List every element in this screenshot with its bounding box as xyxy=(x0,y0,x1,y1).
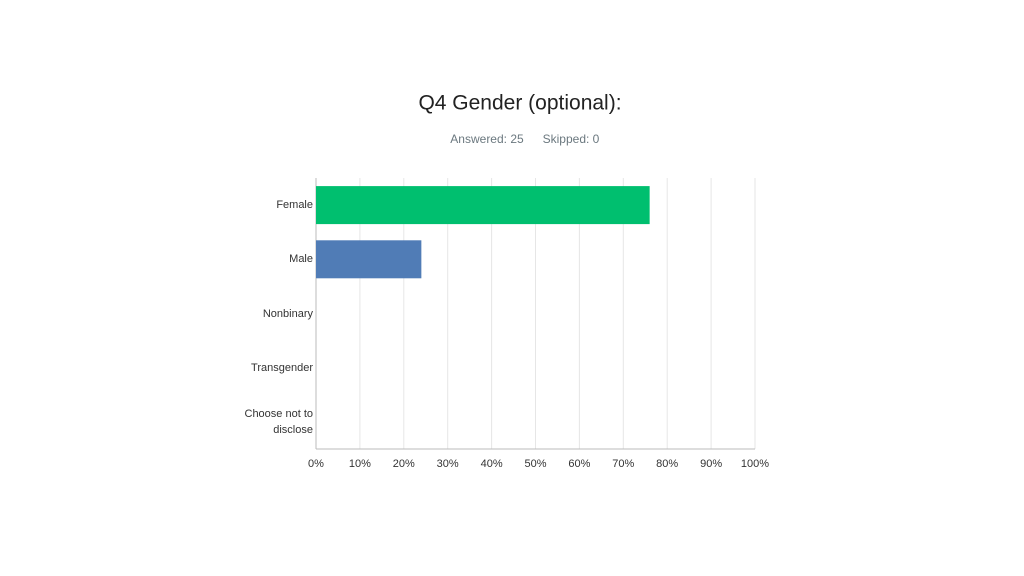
x-tick-label: 20% xyxy=(393,458,415,470)
x-tick-label: 90% xyxy=(700,458,722,470)
x-tick-label: 70% xyxy=(612,458,634,470)
skipped: Skipped: 0 xyxy=(543,132,600,146)
x-tick-label: 50% xyxy=(524,458,546,470)
category-label: Male xyxy=(289,253,313,266)
category-label: Choose not to disclose xyxy=(244,407,314,436)
category-label: Transgender xyxy=(251,361,313,374)
category-label: Female xyxy=(276,199,313,212)
x-tick-label: 30% xyxy=(437,458,459,470)
x-tick-label: 10% xyxy=(349,458,371,470)
x-tick-label: 60% xyxy=(568,458,590,470)
bar xyxy=(316,186,650,225)
chart-title: Q4 Gender (optional): xyxy=(418,92,621,115)
category-label: Nonbinary xyxy=(262,307,313,320)
bar xyxy=(316,240,422,279)
x-tick-label: 0% xyxy=(308,458,324,470)
answered: Answered: 25 xyxy=(450,132,524,146)
x-tick-label: 80% xyxy=(656,458,678,470)
x-tick-label: 40% xyxy=(481,458,503,470)
x-tick-label: 100% xyxy=(741,458,769,470)
